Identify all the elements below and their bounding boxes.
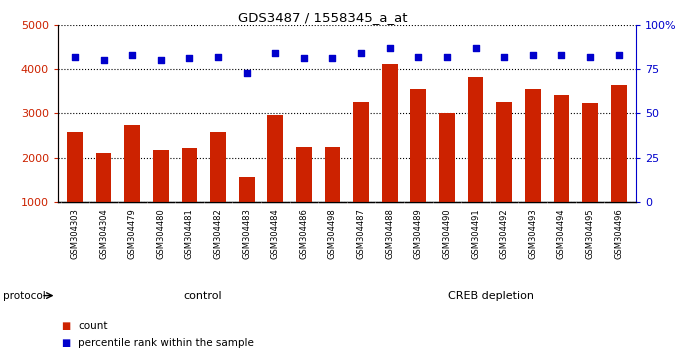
Bar (324, 147, 341, 246)
Point (184, 56, 195, 61)
Bar (296, 147, 311, 246)
Text: GSM304480: GSM304480 (156, 208, 165, 259)
Text: GSM304488: GSM304488 (386, 208, 394, 259)
Text: control: control (183, 291, 222, 301)
Text: GSM304486: GSM304486 (299, 208, 308, 259)
Bar (411, 88, 426, 246)
Text: ■: ■ (61, 321, 71, 331)
Bar (182, 148, 197, 246)
Text: GSM304479: GSM304479 (128, 208, 137, 259)
Text: GSM304487: GSM304487 (356, 208, 366, 259)
Bar (554, 95, 569, 246)
Bar (153, 150, 169, 246)
Bar (353, 102, 369, 246)
Text: GSM304490: GSM304490 (443, 208, 452, 259)
Text: GDS3487 / 1558345_a_at: GDS3487 / 1558345_a_at (238, 11, 407, 24)
Text: GSM304495: GSM304495 (585, 208, 594, 259)
Point (470, 45, 481, 51)
Bar (496, 102, 512, 246)
Text: percentile rank within the sample: percentile rank within the sample (78, 338, 254, 348)
Point (299, 56, 309, 61)
Text: GSM304303: GSM304303 (71, 208, 80, 259)
Text: GSM304491: GSM304491 (471, 208, 480, 259)
Bar (582, 103, 598, 246)
Bar (210, 132, 226, 246)
Text: GSM304493: GSM304493 (528, 208, 537, 259)
Bar (525, 88, 541, 246)
Text: GSM304494: GSM304494 (557, 208, 566, 259)
Text: ■: ■ (61, 338, 71, 348)
Text: GSM304304: GSM304304 (99, 208, 108, 259)
Point (413, 54, 424, 59)
Point (498, 54, 509, 59)
Point (528, 52, 539, 58)
Point (441, 54, 452, 59)
Bar (267, 115, 283, 246)
Bar (439, 113, 455, 246)
Text: protocol: protocol (3, 291, 46, 301)
Text: GSM304498: GSM304498 (328, 208, 337, 259)
Point (556, 52, 567, 58)
Point (213, 54, 224, 59)
Text: GSM304481: GSM304481 (185, 208, 194, 259)
Point (155, 57, 166, 63)
Point (98, 57, 109, 63)
Point (585, 54, 596, 59)
Bar (67, 132, 83, 246)
Bar (124, 125, 140, 246)
Text: GSM304483: GSM304483 (242, 208, 251, 259)
Point (270, 50, 281, 56)
Text: count: count (78, 321, 107, 331)
Point (384, 45, 395, 51)
Point (327, 56, 338, 61)
Text: GSM304482: GSM304482 (214, 208, 222, 259)
Point (613, 52, 624, 58)
Text: GSM304496: GSM304496 (614, 208, 623, 259)
Text: GSM304489: GSM304489 (414, 208, 423, 259)
Bar (468, 77, 483, 246)
Text: GSM304484: GSM304484 (271, 208, 279, 259)
Point (126, 52, 137, 58)
Bar (239, 177, 254, 246)
Text: GSM304492: GSM304492 (500, 208, 509, 259)
Bar (611, 85, 626, 246)
Text: CREB depletion: CREB depletion (448, 291, 534, 301)
Point (356, 50, 367, 56)
Bar (96, 153, 112, 246)
Point (69, 54, 80, 59)
Bar (382, 64, 398, 246)
Point (241, 70, 252, 75)
